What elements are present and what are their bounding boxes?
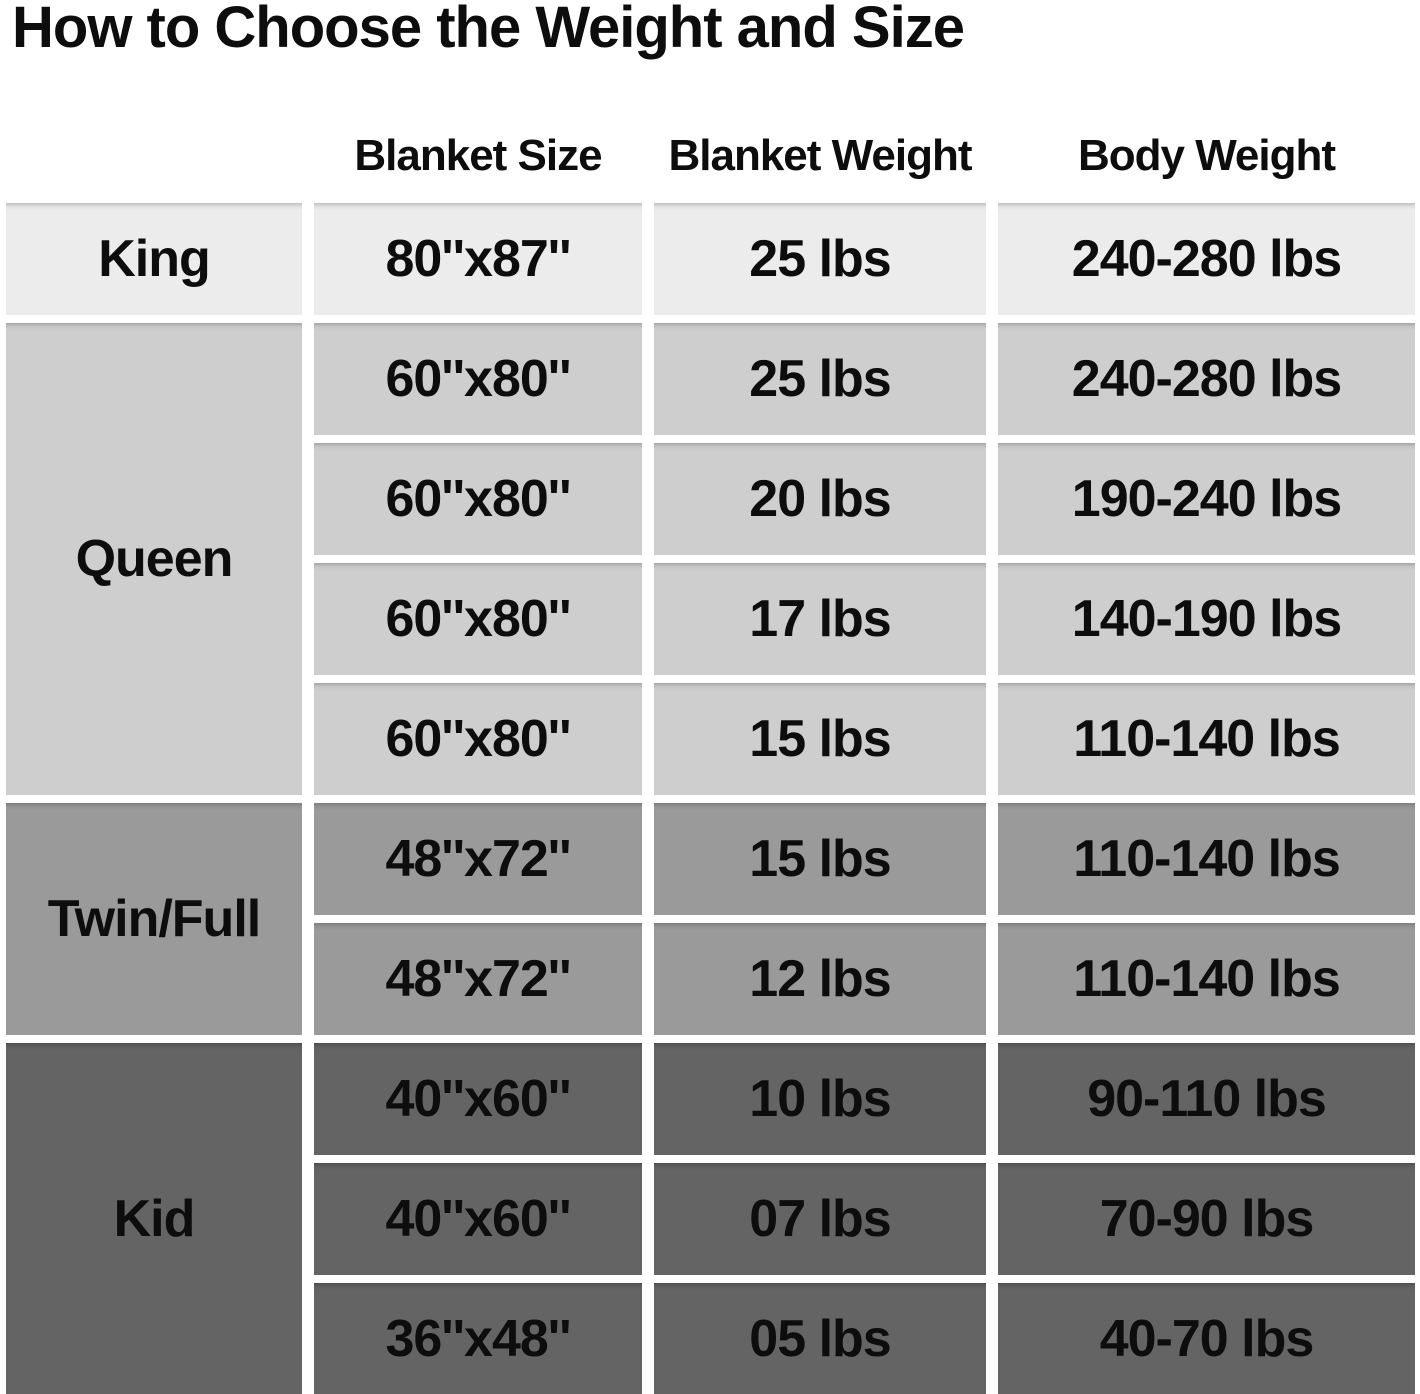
row-group-label-kid: Kid [6,1043,302,1394]
blanket-weight-cell: 12 lbs [654,923,986,1035]
blanket-size-cell: 40''x60'' [314,1163,642,1275]
column-header-body-weight: Body Weight [1077,131,1336,180]
body-weight-cell: 140-190 lbs [998,563,1415,675]
blanket-size-cell: 40''x60'' [314,1043,642,1155]
blanket-weight-cell: 25 lbs [654,203,986,315]
blanket-weight-cell: 20 lbs [654,443,986,555]
size-weight-table: Blanket Size Blanket Weight Body Weight … [6,113,1415,1394]
blanket-size-cell: 60''x80'' [314,683,642,795]
blanket-size-cell: 60''x80'' [314,443,642,555]
blanket-size-cell: 80''x87'' [314,203,642,315]
row-group-label-queen: Queen [6,323,302,795]
row-group-label-twin-full: Twin/Full [6,803,302,1035]
blanket-weight-cell: 15 lbs [654,683,986,795]
body-weight-cell: 240-280 lbs [998,323,1415,435]
blanket-weight-cell: 07 lbs [654,1163,986,1275]
body-weight-cell: 110-140 lbs [998,683,1415,795]
body-weight-cell: 190-240 lbs [998,443,1415,555]
column-header-blanket-weight: Blanket Weight [668,131,972,180]
blanket-size-cell: 48''x72'' [314,803,642,915]
blanket-size-cell: 60''x80'' [314,323,642,435]
body-weight-cell: 110-140 lbs [998,923,1415,1035]
row-group-label-king: King [6,203,302,315]
blanket-size-cell: 36''x48'' [314,1283,642,1394]
blanket-size-cell: 48''x72'' [314,923,642,1035]
blanket-weight-cell: 25 lbs [654,323,986,435]
blanket-weight-cell: 17 lbs [654,563,986,675]
blanket-weight-cell: 10 lbs [654,1043,986,1155]
page-title: How to Choose the Weight and Size [12,0,965,60]
body-weight-cell: 70-90 lbs [998,1163,1415,1275]
blanket-size-cell: 60''x80'' [314,563,642,675]
column-header-blanket-size: Blanket Size [354,131,602,180]
body-weight-cell: 240-280 lbs [998,203,1415,315]
body-weight-cell: 110-140 lbs [998,803,1415,915]
body-weight-cell: 90-110 lbs [998,1043,1415,1155]
blanket-weight-cell: 05 lbs [654,1283,986,1394]
blanket-weight-cell: 15 lbs [654,803,986,915]
body-weight-cell: 40-70 lbs [998,1283,1415,1394]
